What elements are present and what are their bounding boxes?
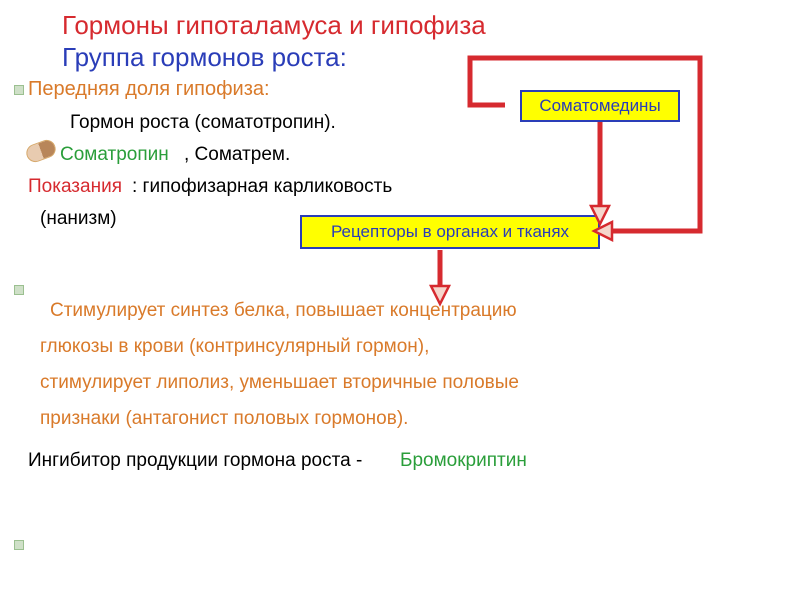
arrows-layer	[0, 0, 800, 600]
